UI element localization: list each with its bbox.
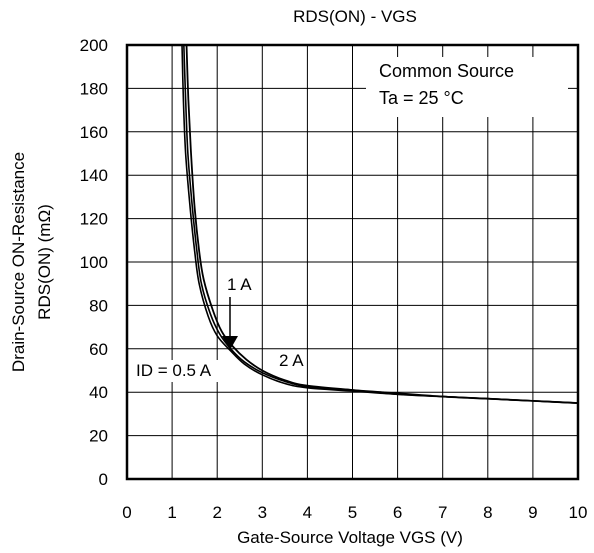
x-tick-label: 2 <box>212 503 221 522</box>
x-tick-label: 4 <box>303 503 312 522</box>
y-tick-labels: 0 20 40 60 80 100 120 140 160 180 200 <box>80 36 108 489</box>
x-tick-label: 5 <box>348 503 357 522</box>
y-tick-label: 20 <box>89 427 108 446</box>
series-group <box>181 44 579 404</box>
condition-line-1: Common Source <box>379 61 514 81</box>
x-axis-label: Gate-Source Voltage VGS (V) <box>237 528 463 547</box>
x-tick-label: 6 <box>393 503 402 522</box>
condition-line-2: Ta = 25 °C <box>379 88 464 108</box>
y-tick-label: 120 <box>80 210 108 229</box>
series-line-3 <box>185 44 579 404</box>
y-tick-label: 160 <box>80 123 108 142</box>
x-tick-label: 1 <box>167 503 176 522</box>
anno-bg-05 <box>133 360 233 382</box>
y-tick-label: 100 <box>80 253 108 272</box>
x-tick-label: 10 <box>569 503 588 522</box>
x-tick-label: 9 <box>528 503 537 522</box>
conditions-box <box>366 57 568 117</box>
y-axis-label-line-1: Drain-Source ON-Resistance <box>9 152 28 372</box>
y-tick-label: 80 <box>89 296 108 315</box>
x-tick-labels: 0 1 2 3 4 5 6 7 8 9 10 <box>122 503 587 522</box>
annotation-id-0-5a: ID = 0.5 A <box>136 361 212 380</box>
x-tick-label: 3 <box>258 503 267 522</box>
x-tick-label: 8 <box>483 503 492 522</box>
y-tick-label: 140 <box>80 166 108 185</box>
annotation-1a-arrowhead <box>222 336 238 350</box>
plot-frame <box>125 43 580 481</box>
x-tick-label: 7 <box>438 503 447 522</box>
y-axis-label-line-2: RDS(ON) (mΩ) <box>35 204 54 320</box>
y-tick-label: 40 <box>89 383 108 402</box>
chart-title: RDS(ON) - VGS <box>293 7 417 26</box>
y-tick-label: 200 <box>80 36 108 55</box>
y-tick-label: 0 <box>99 470 108 489</box>
y-tick-label: 60 <box>89 340 108 359</box>
grid <box>127 45 578 479</box>
x-tick-label: 0 <box>122 503 131 522</box>
annotation-2a: 2 A <box>279 351 304 370</box>
y-tick-label: 180 <box>80 79 108 98</box>
annotation-1a: 1 A <box>227 275 252 294</box>
